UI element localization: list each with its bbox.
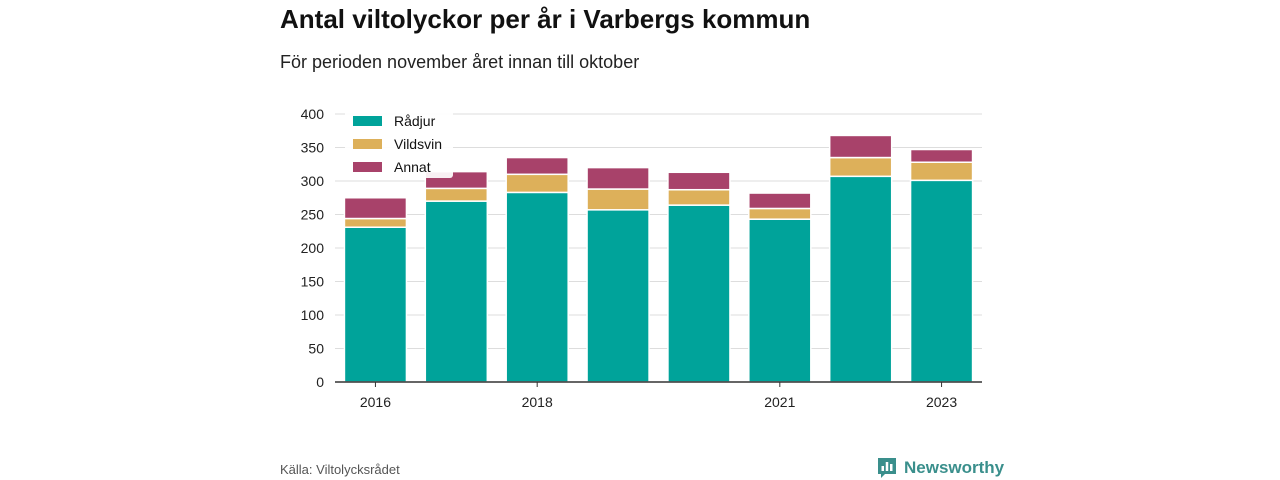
bar-segment-rådjur [909,179,974,383]
bar-segment-vildsvin [586,188,650,211]
bar-segment-annat [586,166,650,190]
bar-segment-rådjur [343,226,408,383]
chart-title: Antal viltolyckor per år i Varbergs komm… [280,4,811,34]
x-tick-label: 2018 [522,394,553,410]
legend-swatch-annat [353,162,382,172]
y-tick-label: 350 [301,140,325,156]
y-tick-label: 200 [301,240,325,256]
bar-segment-vildsvin [424,187,489,202]
bar-segment-vildsvin [828,156,893,178]
bar-segment-rådjur [667,204,731,383]
y-tick-label: 50 [308,341,324,357]
x-tick-label: 2016 [360,394,391,410]
legend-label-annat: Annat [394,159,431,175]
bar-segment-rådjur [748,218,812,383]
bar-segment-rådjur [586,209,650,383]
newsworthy-icon [878,458,896,478]
x-tick-label: 2021 [764,394,795,410]
y-tick-label: 250 [301,207,325,223]
y-tick-label: 0 [316,374,324,390]
bar-segment-annat [748,192,812,210]
y-tick-label: 150 [301,274,325,290]
bar-segment-vildsvin [909,161,974,182]
bar-segment-vildsvin [748,207,812,220]
legend-label-rådjur: Rådjur [394,113,436,129]
legend-swatch-rådjur [353,116,382,126]
x-tick-label: 2023 [926,394,957,410]
bar-segment-annat [505,156,569,176]
bar-segment-annat [828,134,893,159]
legend-label-vildsvin: Vildsvin [394,136,442,152]
bar-segment-rådjur [424,200,489,383]
chart-subtitle: För perioden november året innan till ok… [280,52,640,72]
y-tick-label: 400 [301,106,325,122]
bar-segment-annat [343,197,408,220]
bar-segment-vildsvin [505,173,569,194]
bar-segment-vildsvin [343,217,408,228]
legend-swatch-vildsvin [353,139,382,149]
bar-segment-rådjur [828,175,893,383]
bar-segment-vildsvin [667,188,731,206]
y-tick-label: 100 [301,307,325,323]
bar-segment-rådjur [505,191,569,383]
source-note: Källa: Viltolycksrådet [280,462,400,477]
bar-segment-annat [909,148,974,163]
brand-logo[interactable]: Newsworthy [876,456,1004,480]
y-tick-label: 300 [301,173,325,189]
brand-name: Newsworthy [904,458,1005,477]
bar-segment-annat [667,171,731,191]
